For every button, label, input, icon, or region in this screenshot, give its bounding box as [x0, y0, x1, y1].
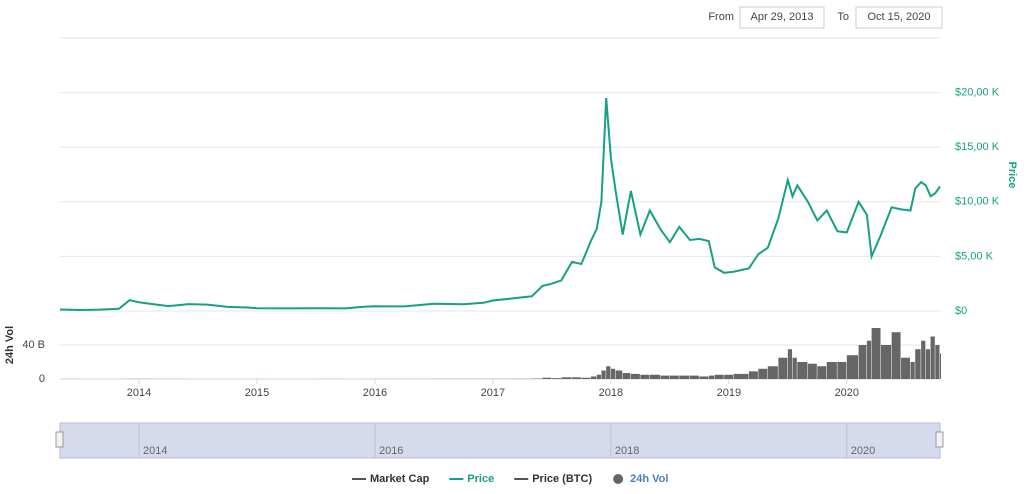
- navigator-label: 2014: [143, 445, 167, 457]
- volume-bar: [778, 358, 787, 379]
- from-date[interactable]: Apr 29, 2013: [751, 11, 814, 23]
- volume-bar: [679, 376, 689, 379]
- volume-bar: [597, 375, 601, 379]
- volume-bar: [817, 366, 826, 379]
- to-date[interactable]: Oct 15, 2020: [868, 11, 931, 23]
- volume-bar: [581, 378, 590, 379]
- to-label: To: [837, 11, 849, 23]
- volume-bar: [631, 374, 640, 379]
- y2-axis-title: 24h Vol: [4, 326, 16, 364]
- volume-bar: [640, 375, 649, 379]
- volume-bar: [734, 374, 749, 379]
- x-tick-label: 2018: [599, 387, 623, 399]
- volume-bar: [768, 366, 778, 379]
- legend-symbol[interactable]: [613, 474, 623, 484]
- volume-bar: [935, 345, 939, 379]
- volume-bar: [591, 376, 596, 379]
- y2-tick-label: 0: [39, 373, 45, 385]
- volume-bar: [915, 349, 920, 379]
- navigator-handle[interactable]: [56, 432, 63, 447]
- from-label: From: [708, 11, 734, 23]
- volume-bar: [921, 341, 925, 379]
- volume-bar: [650, 375, 660, 379]
- legend-label[interactable]: Price: [467, 473, 494, 485]
- volume-bar: [797, 362, 807, 379]
- volume-bar: [552, 378, 561, 379]
- x-tick-label: 2016: [363, 387, 387, 399]
- x-tick-label: 2017: [481, 387, 505, 399]
- volume-bar: [808, 364, 817, 379]
- volume-bar: [892, 332, 901, 379]
- volume-bar: [926, 349, 930, 379]
- navigator-label: 2020: [851, 445, 875, 457]
- y-tick-label: $5,00 K: [955, 250, 994, 262]
- volume-bar: [837, 362, 846, 379]
- volume-bar: [940, 354, 941, 380]
- volume-bar: [901, 358, 910, 379]
- x-tick-label: 2019: [717, 387, 741, 399]
- volume-bar: [601, 371, 605, 380]
- volume-bar: [616, 371, 623, 380]
- volume-bar: [872, 328, 881, 379]
- volume-bar: [827, 362, 837, 379]
- navigator-label: 2016: [379, 445, 403, 457]
- volume-bar: [561, 377, 571, 379]
- x-tick-label: 2014: [127, 387, 151, 399]
- navigator-handle[interactable]: [936, 432, 943, 447]
- y-tick-label: $15,00 K: [955, 141, 1000, 153]
- volume-bar: [859, 345, 867, 379]
- y-axis-title: Price: [1006, 162, 1018, 189]
- volume-bar: [606, 366, 610, 379]
- y-tick-label: $0: [955, 305, 967, 317]
- legend-label[interactable]: 24h Vol: [630, 473, 668, 485]
- volume-bar: [881, 345, 891, 379]
- x-tick-label: 2020: [835, 387, 859, 399]
- price-line: [60, 98, 940, 310]
- volume-bar: [867, 341, 871, 379]
- volume-bar: [793, 358, 797, 379]
- volume-bar: [931, 337, 935, 380]
- volume-bar: [724, 375, 733, 379]
- y-tick-label: $10,00 K: [955, 196, 1000, 208]
- navigator[interactable]: [60, 423, 940, 458]
- volume-bar: [715, 375, 724, 379]
- volume-bar: [660, 376, 669, 379]
- volume-bar: [699, 376, 708, 379]
- volume-bar: [611, 369, 615, 379]
- volume-bar: [749, 371, 758, 379]
- y2-tick-label: 40 B: [22, 339, 45, 351]
- volume-bar: [690, 376, 699, 379]
- volume-bar: [911, 362, 915, 379]
- volume-bar: [623, 373, 631, 379]
- volume-bar: [670, 376, 679, 379]
- legend-label[interactable]: Price (BTC): [532, 473, 592, 485]
- legend-label[interactable]: Market Cap: [370, 473, 430, 485]
- y-tick-label: $20,00 K: [955, 87, 1000, 99]
- volume-bar: [542, 378, 551, 379]
- volume-bar: [788, 349, 792, 379]
- volume-bar: [709, 376, 714, 379]
- volume-bar: [572, 377, 581, 379]
- volume-bar: [847, 355, 858, 379]
- volume-bar: [758, 369, 767, 379]
- navigator-label: 2018: [615, 445, 639, 457]
- x-tick-label: 2015: [245, 387, 269, 399]
